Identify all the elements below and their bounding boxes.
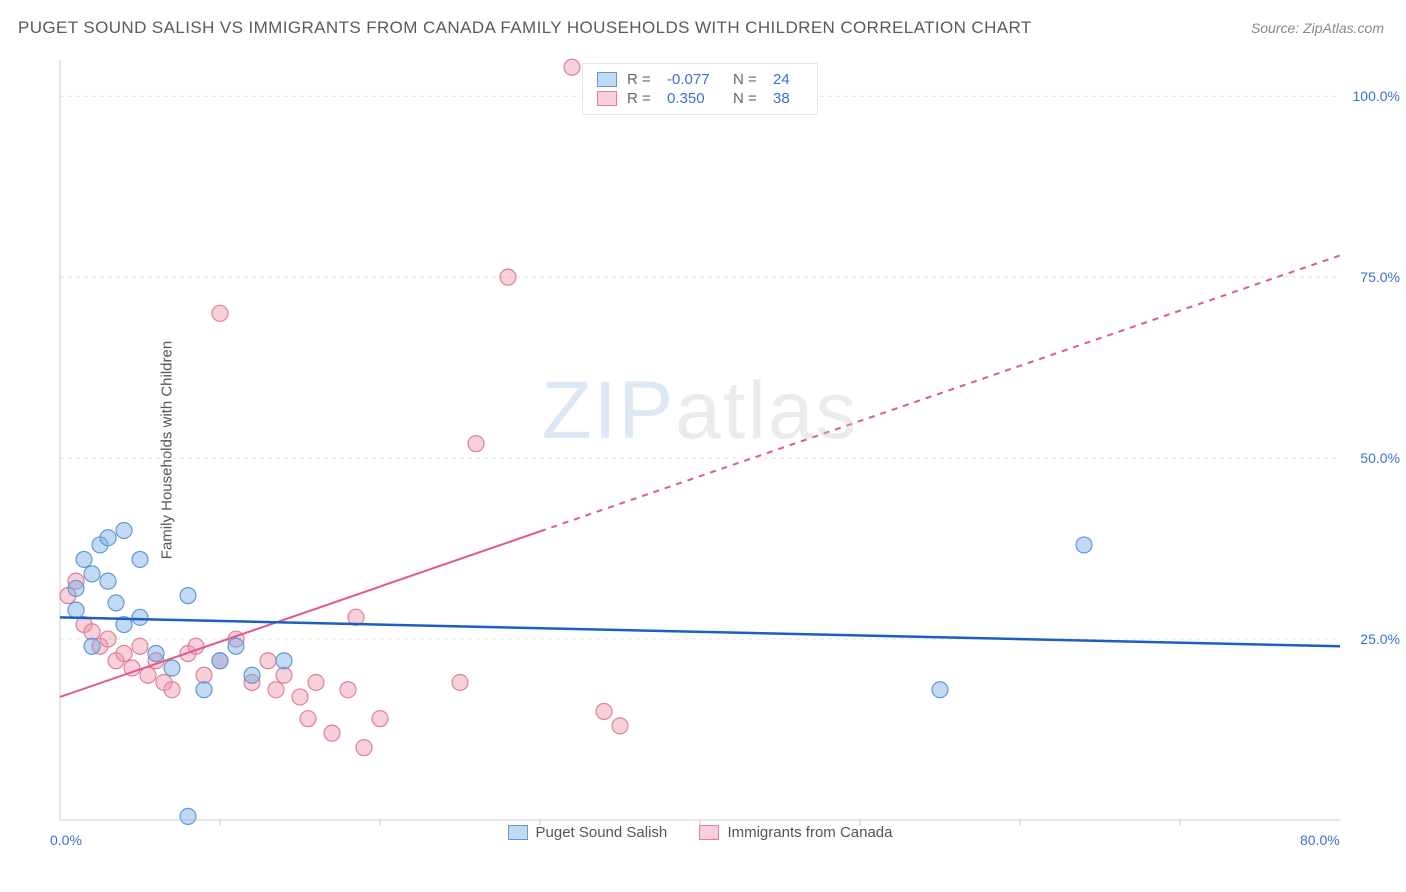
y-tick-label: 75.0% bbox=[1360, 269, 1400, 285]
y-tick-label: 50.0% bbox=[1360, 450, 1400, 466]
y-tick-label: 100.0% bbox=[1353, 88, 1400, 104]
x-tick-label: 0.0% bbox=[50, 832, 82, 848]
r-label: R = bbox=[627, 90, 657, 107]
r-value-2: 0.350 bbox=[667, 90, 723, 107]
y-tick-label: 25.0% bbox=[1360, 631, 1400, 647]
legend-row-series-1: R = -0.077 N = 24 bbox=[597, 70, 803, 89]
n-label: N = bbox=[733, 71, 763, 88]
chart-area: Family Households with Children R = -0.0… bbox=[50, 60, 1350, 840]
source-attribution: Source: ZipAtlas.com bbox=[1251, 20, 1384, 36]
n-label: N = bbox=[733, 90, 763, 107]
x-tick-label: 80.0% bbox=[1300, 832, 1340, 848]
chart-svg bbox=[50, 60, 1350, 840]
n-value-2: 38 bbox=[773, 90, 803, 107]
r-value-1: -0.077 bbox=[667, 71, 723, 88]
legend-swatch-pink-icon bbox=[597, 91, 617, 106]
n-value-1: 24 bbox=[773, 71, 803, 88]
legend-swatch-blue-icon bbox=[597, 72, 617, 87]
chart-title: PUGET SOUND SALISH VS IMMIGRANTS FROM CA… bbox=[18, 18, 1032, 38]
legend-correlation-box: R = -0.077 N = 24 R = 0.350 N = 38 bbox=[582, 63, 818, 115]
legend-row-series-2: R = 0.350 N = 38 bbox=[597, 89, 803, 108]
r-label: R = bbox=[627, 71, 657, 88]
